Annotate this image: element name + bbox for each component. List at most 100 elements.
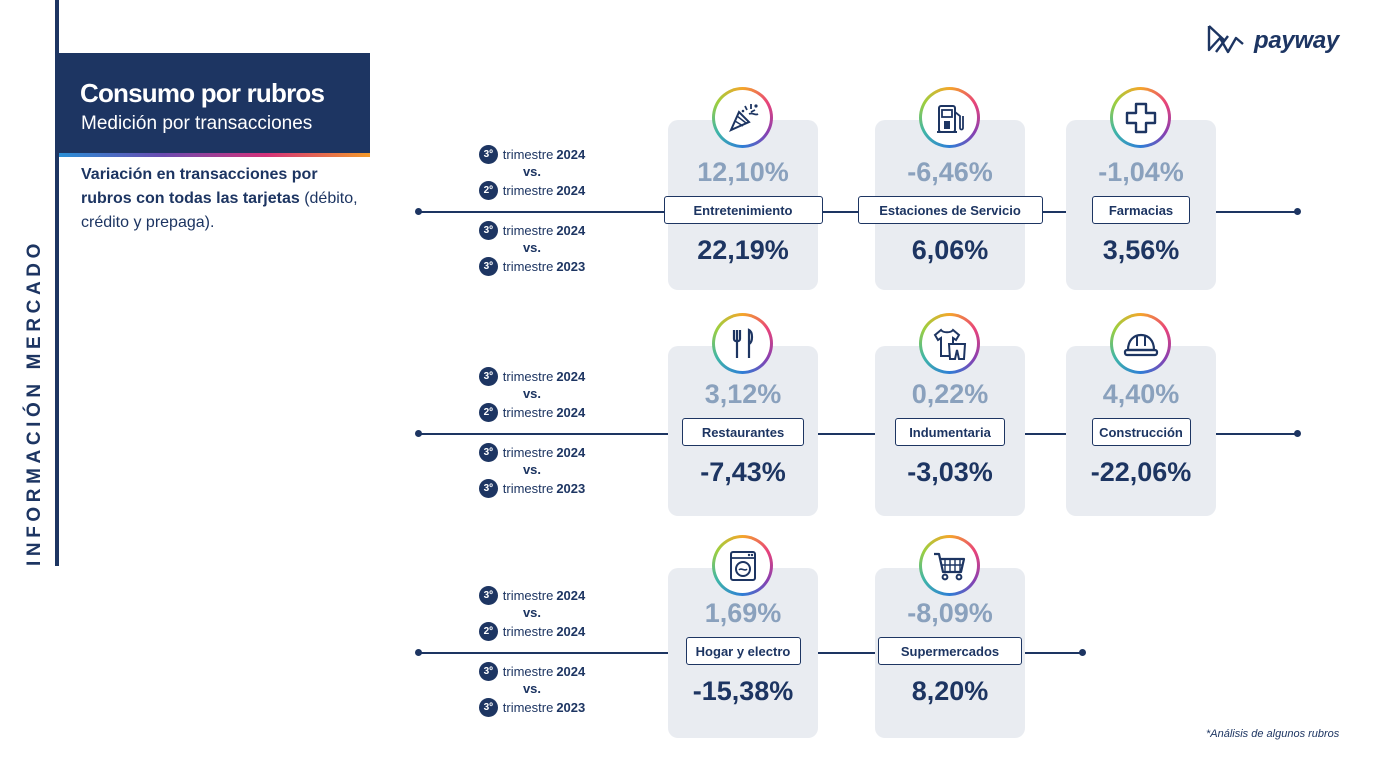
vs-text: vs. — [522, 462, 542, 477]
period-first: 3º trimestre 2024 — [462, 220, 602, 240]
quarter-badge: 3º — [478, 220, 498, 240]
year-text: 2024 — [556, 222, 586, 238]
quarter-variation-value: 0,22% — [911, 379, 989, 409]
period-second: 3º trimestre 2023 — [462, 256, 602, 276]
page-subtitle: Medición por transacciones — [81, 113, 313, 134]
quarter-badge: 3º — [478, 661, 498, 681]
quarter-badge: 2º — [478, 402, 498, 422]
sidebar-accent-bar — [55, 0, 59, 566]
quarter-badge: 3º — [478, 366, 498, 386]
icon-ring — [1110, 313, 1171, 374]
quarter-badge: 3º — [478, 585, 498, 605]
year-text: 2023 — [556, 480, 586, 496]
year-variation-value: 22,19% — [697, 235, 789, 265]
year-variation-value: 8,20% — [911, 676, 989, 706]
quarter-badge: 3º — [478, 697, 498, 717]
year-text: 2024 — [556, 663, 586, 679]
category-label: Restaurantes — [682, 418, 804, 446]
vs-text: vs. — [522, 681, 542, 696]
period-label-year: 3º trimestre 2024 vs. 3º trimestre 2023 — [462, 442, 602, 498]
party-icon — [715, 90, 770, 145]
medical-cross-icon — [1113, 90, 1168, 145]
period-second: 2º trimestre 2024 — [462, 180, 602, 200]
period-label-quarter: 3º trimestre 2024 vs. 2º trimestre 2024 — [462, 585, 602, 641]
period-second: 2º trimestre 2024 — [462, 402, 602, 422]
period-label-quarter: 3º trimestre 2024 vs. 2º trimestre 2024 — [462, 366, 602, 422]
period-second: 3º trimestre 2023 — [462, 697, 602, 717]
period-first: 3º trimestre 2024 — [462, 366, 602, 386]
timeline-start-dot — [415, 649, 422, 656]
trimestre-text: trimestre — [502, 368, 554, 384]
trimestre-text: trimestre — [502, 404, 554, 420]
vs-text: vs. — [522, 164, 542, 179]
payway-logo-icon — [1207, 25, 1244, 54]
period-label-quarter: 3º trimestre 2024 vs. 2º trimestre 2024 — [462, 144, 602, 200]
quarter-variation-value: 4,40% — [1102, 379, 1180, 409]
clothing-icon — [922, 316, 977, 371]
timeline-line — [418, 433, 1297, 435]
quarter-variation-value: -8,09% — [907, 598, 993, 628]
trimestre-text: trimestre — [502, 182, 554, 198]
trimestre-text: trimestre — [502, 663, 554, 679]
category-label: Farmacias — [1092, 196, 1190, 224]
quarter-variation-value: 3,12% — [704, 379, 782, 409]
category-label: Estaciones de Servicio — [857, 196, 1043, 224]
quarter-variation-value: -1,04% — [1098, 157, 1184, 187]
footnote: *Análisis de algunos rubros — [1206, 728, 1340, 740]
year-variation-value: 3,56% — [1102, 235, 1180, 265]
vs-text: vs. — [522, 386, 542, 401]
timeline-end-dot — [1294, 430, 1301, 437]
icon-ring — [712, 87, 773, 148]
timeline-start-dot — [415, 430, 422, 437]
fork-knife-icon — [715, 316, 770, 371]
period-first: 3º trimestre 2024 — [462, 442, 602, 462]
year-variation-value: -3,03% — [907, 457, 993, 487]
trimestre-text: trimestre — [502, 222, 554, 238]
icon-ring — [712, 313, 773, 374]
trimestre-text: trimestre — [502, 587, 554, 603]
timeline-end-dot — [1079, 649, 1086, 656]
trimestre-text: trimestre — [502, 699, 554, 715]
description-normal: (débito, crédito y prepaga). — [81, 190, 358, 231]
description: Variación en transacciones por rubros co… — [81, 163, 371, 235]
page-title: Consumo por rubros — [80, 78, 325, 108]
period-second: 3º trimestre 2023 — [462, 478, 602, 498]
quarter-badge: 2º — [478, 180, 498, 200]
year-text: 2023 — [556, 258, 586, 274]
timeline-start-dot — [415, 208, 422, 215]
washing-machine-icon — [715, 538, 770, 593]
year-variation-value: -22,06% — [1090, 457, 1192, 487]
year-text: 2023 — [556, 699, 586, 715]
trimestre-text: trimestre — [502, 480, 554, 496]
payway-logo: payway — [1206, 22, 1356, 62]
quarter-variation-value: 12,10% — [697, 157, 789, 187]
trimestre-text: trimestre — [502, 258, 554, 274]
period-second: 2º trimestre 2024 — [462, 621, 602, 641]
title-box — [59, 53, 370, 153]
quarter-badge: 3º — [478, 256, 498, 276]
fuel-pump-icon — [922, 90, 977, 145]
year-variation-value: -7,43% — [700, 457, 786, 487]
year-text: 2024 — [556, 404, 586, 420]
period-first: 3º trimestre 2024 — [462, 585, 602, 605]
period-first: 3º trimestre 2024 — [462, 661, 602, 681]
quarter-badge: 3º — [478, 478, 498, 498]
year-variation-value: 6,06% — [911, 235, 989, 265]
icon-ring — [919, 535, 980, 596]
logo-text: payway — [1254, 27, 1339, 54]
hard-hat-icon — [1113, 316, 1168, 371]
vs-text: vs. — [522, 605, 542, 620]
trimestre-text: trimestre — [502, 146, 554, 162]
period-label-year: 3º trimestre 2024 vs. 3º trimestre 2023 — [462, 220, 602, 276]
shopping-cart-icon — [922, 538, 977, 593]
icon-ring — [1110, 87, 1171, 148]
quarter-badge: 3º — [478, 442, 498, 462]
vs-text: vs. — [522, 240, 542, 255]
quarter-variation-value: -6,46% — [907, 157, 993, 187]
trimestre-text: trimestre — [502, 623, 554, 639]
year-text: 2024 — [556, 623, 586, 639]
quarter-badge: 3º — [478, 144, 498, 164]
quarter-badge: 2º — [478, 621, 498, 641]
quarter-variation-value: 1,69% — [704, 598, 782, 628]
category-label: Hogar y electro — [685, 637, 801, 665]
